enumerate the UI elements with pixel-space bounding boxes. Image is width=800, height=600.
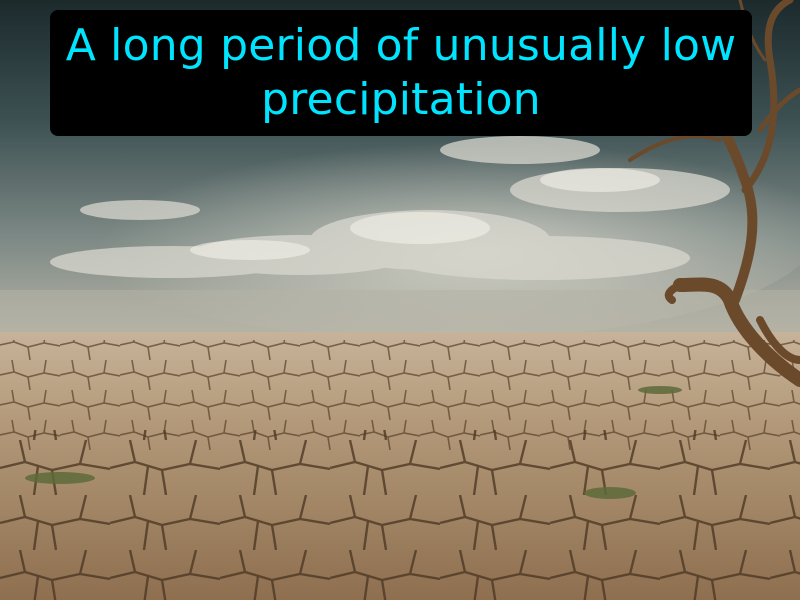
definition-text: A long period of unusually low precipita… [65,20,737,125]
definition-caption: A long period of unusually low precipita… [50,10,752,136]
